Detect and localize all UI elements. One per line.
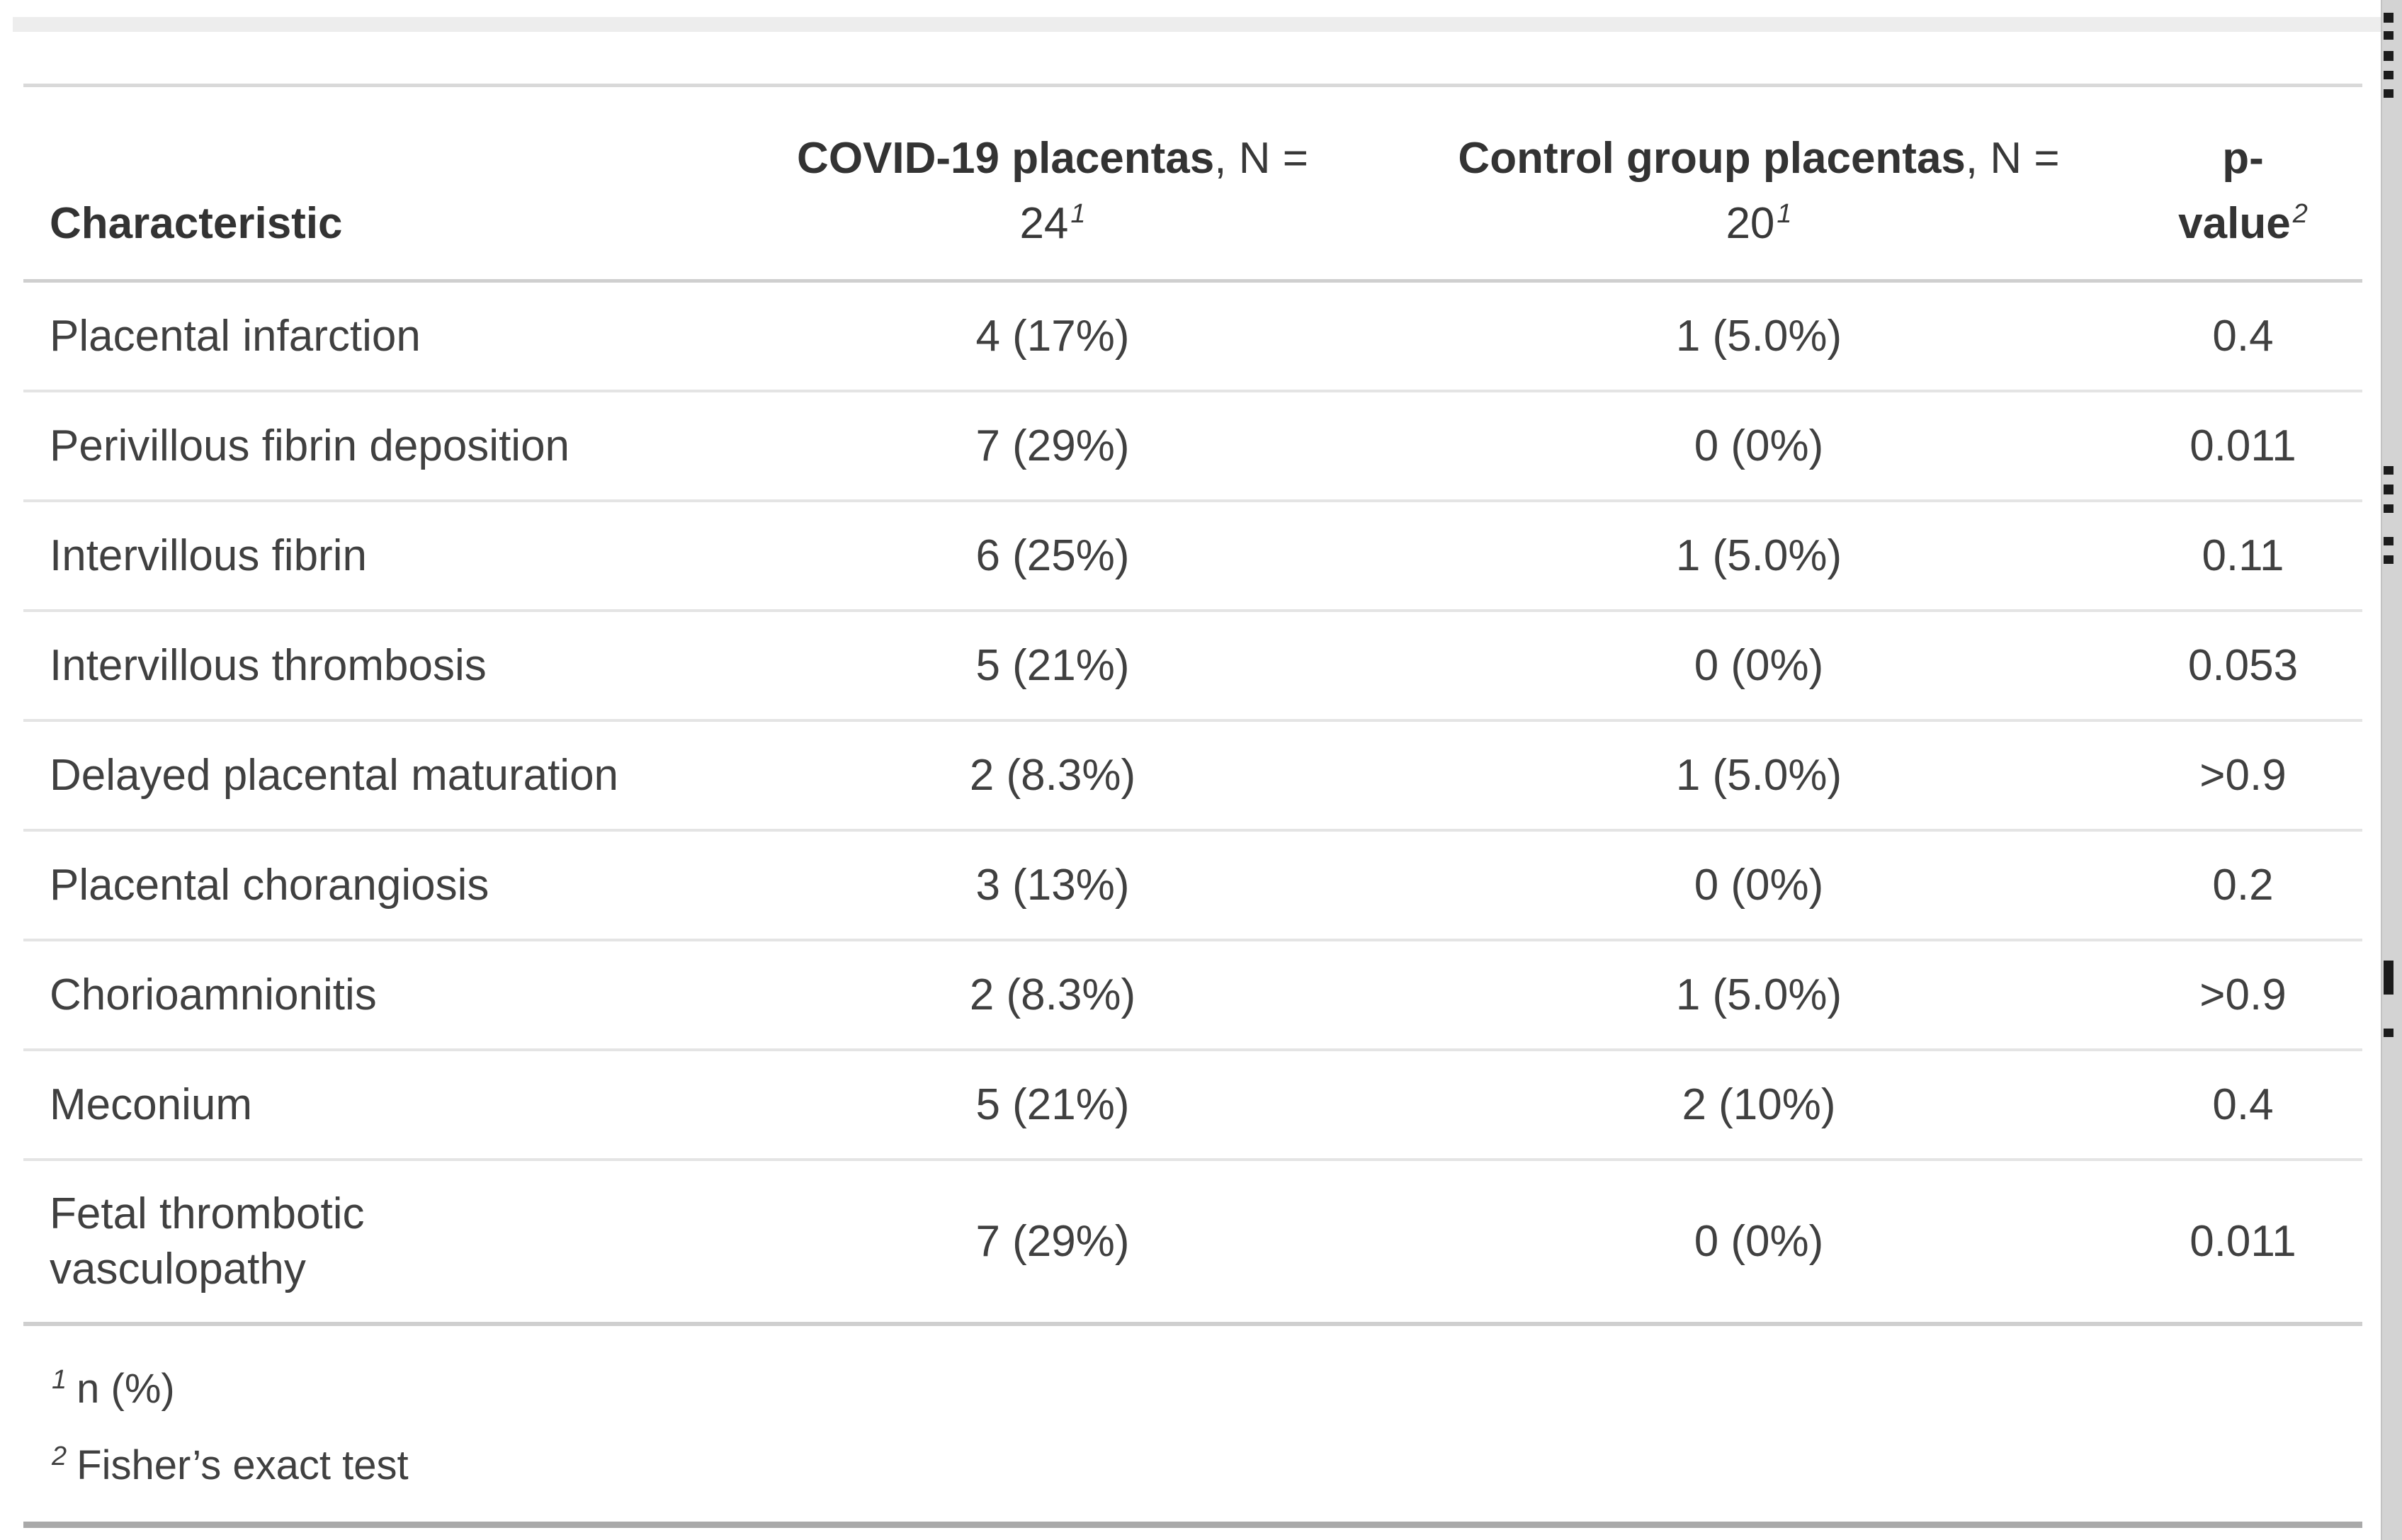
control-group-label: Control group placentas xyxy=(1458,134,1966,183)
covid-n-eq: , N = xyxy=(1214,134,1308,183)
covid-n: 24 xyxy=(1019,199,1069,248)
characteristic-cell: Intervillous thrombosis xyxy=(23,611,711,722)
covid-value-cell: 6 (25%) xyxy=(711,501,1394,612)
control-value-cell: 1 (5.0%) xyxy=(1394,501,2124,612)
table-row: Placental infarction 4 (17%) 1 (5.0%) 0.… xyxy=(23,281,2362,392)
pvalue-cell: 0.4 xyxy=(2124,281,2362,392)
comparison-table-container: Characteristic COVID-19 placentas, N = 2… xyxy=(23,84,2362,1528)
control-value-cell: 1 (5.0%) xyxy=(1394,720,2124,832)
footnote-2: 2 Fisher’s exact test xyxy=(52,1442,2362,1489)
table-row: Intervillous thrombosis 5 (21%) 0 (0%) 0… xyxy=(23,611,2362,722)
covid-value-cell: 5 (21%) xyxy=(711,611,1394,722)
pvalue-label-line1: p- xyxy=(2222,134,2264,183)
characteristic-cell: Meconium xyxy=(23,1050,711,1161)
pvalue-cell: 0.2 xyxy=(2124,830,2362,941)
covid-value-cell: 2 (8.3%) xyxy=(711,940,1394,1051)
covid-footnote-mark: 1 xyxy=(1070,199,1086,230)
pvalue-cell: >0.9 xyxy=(2124,720,2362,832)
characteristic-cell: Fetal thrombotic vasculopathy xyxy=(23,1160,711,1326)
pvalue-footnote-mark: 2 xyxy=(2292,199,2308,230)
pvalue-cell: >0.9 xyxy=(2124,940,2362,1051)
pvalue-cell: 0.011 xyxy=(2124,1160,2362,1326)
control-footnote-mark: 1 xyxy=(1777,199,1792,230)
characteristic-cell: Intervillous fibrin xyxy=(23,501,711,612)
table-row: Meconium 5 (21%) 2 (10%) 0.4 xyxy=(23,1050,2362,1161)
footnote-1-text: n (%) xyxy=(77,1366,175,1412)
control-value-cell: 0 (0%) xyxy=(1394,391,2124,502)
control-value-cell: 0 (0%) xyxy=(1394,830,2124,941)
covid-value-cell: 4 (17%) xyxy=(711,281,1394,392)
characteristic-text: Fetal thrombotic vasculopathy xyxy=(50,1189,365,1293)
characteristic-cell: Placental infarction xyxy=(23,281,711,392)
control-value-cell: 1 (5.0%) xyxy=(1394,940,2124,1051)
control-n-eq: , N = xyxy=(1965,134,2060,183)
control-n: 20 xyxy=(1726,199,1775,248)
characteristics-table: Characteristic COVID-19 placentas, N = 2… xyxy=(23,84,2362,1326)
covid-value-cell: 2 (8.3%) xyxy=(711,720,1394,832)
pvalue-cell: 0.053 xyxy=(2124,611,2362,722)
pvalue-label-line2: value xyxy=(2178,199,2291,248)
footnote-2-mark: 2 xyxy=(52,1441,67,1471)
footnote-2-text: Fisher’s exact test xyxy=(77,1442,409,1488)
covid-value-cell: 3 (13%) xyxy=(711,830,1394,941)
covid-value-cell: 7 (29%) xyxy=(711,391,1394,502)
covid-group-label: COVID-19 placentas xyxy=(797,134,1215,183)
characteristic-cell: Chorioamnionitis xyxy=(23,940,711,1051)
pvalue-cell: 0.11 xyxy=(2124,501,2362,612)
clipped-content-edge-strip xyxy=(2381,0,2402,1540)
characteristic-cell: Perivillous fibrin deposition xyxy=(23,391,711,502)
covid-value-cell: 5 (21%) xyxy=(711,1050,1394,1161)
control-value-cell: 0 (0%) xyxy=(1394,1160,2124,1326)
table-row: Perivillous fibrin deposition 7 (29%) 0 … xyxy=(23,391,2362,502)
table-row: Placental chorangiosis 3 (13%) 0 (0%) 0.… xyxy=(23,830,2362,941)
pvalue-cell: 0.4 xyxy=(2124,1050,2362,1161)
characteristic-cell: Placental chorangiosis xyxy=(23,830,711,941)
column-header-pvalue: p- value2 xyxy=(2124,85,2362,283)
pvalue-cell: 0.011 xyxy=(2124,391,2362,502)
covid-value-cell: 7 (29%) xyxy=(711,1160,1394,1326)
table-row: Delayed placental maturation 2 (8.3%) 1 … xyxy=(23,720,2362,832)
footnote-1: 1 n (%) xyxy=(52,1366,2362,1412)
table-row: Chorioamnionitis 2 (8.3%) 1 (5.0%) >0.9 xyxy=(23,940,2362,1051)
header-row: Characteristic COVID-19 placentas, N = 2… xyxy=(23,85,2362,283)
control-value-cell: 0 (0%) xyxy=(1394,611,2124,722)
footnote-1-mark: 1 xyxy=(52,1364,67,1395)
characteristic-cell: Delayed placental maturation xyxy=(23,720,711,832)
table-footnotes: 1 n (%) 2 Fisher’s exact test xyxy=(23,1326,2362,1528)
top-edge-strip xyxy=(13,17,2402,32)
table-row: Intervillous fibrin 6 (25%) 1 (5.0%) 0.1… xyxy=(23,501,2362,612)
column-header-control: Control group placentas, N = 201 xyxy=(1394,85,2124,283)
control-value-cell: 2 (10%) xyxy=(1394,1050,2124,1161)
column-header-characteristic: Characteristic xyxy=(23,85,711,283)
table-row: Fetal thrombotic vasculopathy 7 (29%) 0 … xyxy=(23,1160,2362,1326)
control-value-cell: 1 (5.0%) xyxy=(1394,281,2124,392)
column-header-covid: COVID-19 placentas, N = 241 xyxy=(711,85,1394,283)
